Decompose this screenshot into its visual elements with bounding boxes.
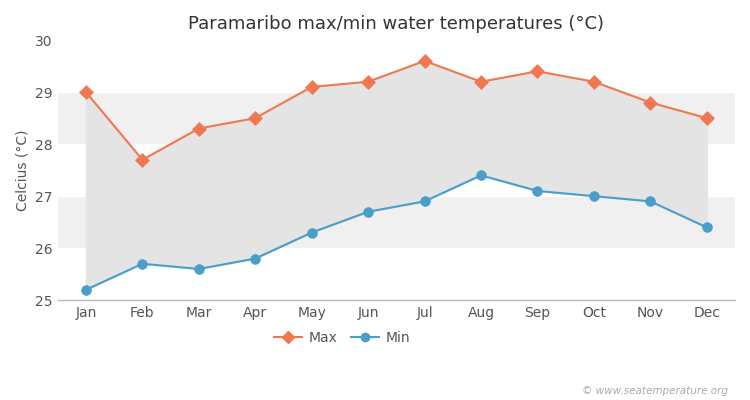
- Y-axis label: Celcius (°C): Celcius (°C): [15, 129, 29, 211]
- Title: Paramaribo max/min water temperatures (°C): Paramaribo max/min water temperatures (°…: [188, 15, 604, 33]
- Bar: [58, 248, 735, 300]
- Legend: Max, Min: Max, Min: [268, 325, 416, 350]
- Bar: [58, 144, 735, 196]
- Bar: [58, 40, 735, 92]
- Text: © www.seatemperature.org: © www.seatemperature.org: [581, 386, 728, 396]
